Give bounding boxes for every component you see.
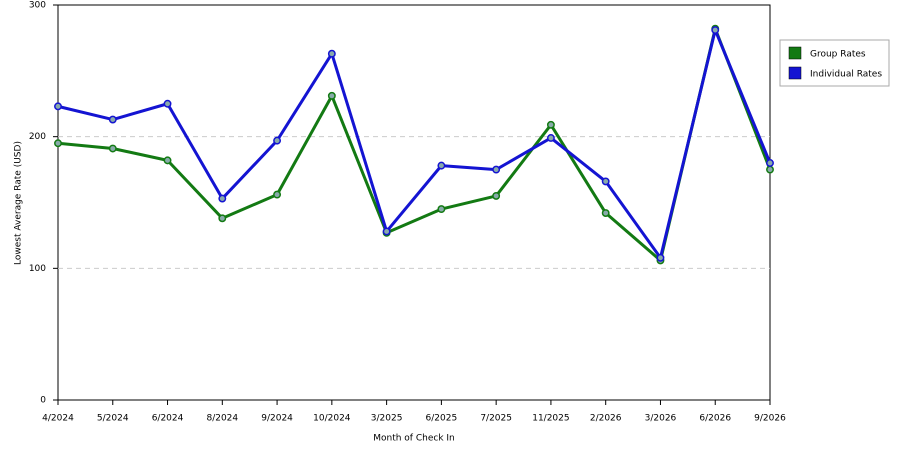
data-point bbox=[327, 49, 336, 58]
y-tick-label: 300 bbox=[29, 1, 46, 11]
x-tick-label: 2/2026 bbox=[590, 414, 622, 424]
y-tick-label: 100 bbox=[29, 264, 46, 274]
x-tick-label: 10/2024 bbox=[313, 414, 351, 424]
x-tick-label: 8/2024 bbox=[206, 414, 238, 424]
legend-swatch bbox=[788, 46, 802, 60]
data-point bbox=[601, 209, 610, 217]
data-point bbox=[546, 134, 555, 142]
data-point bbox=[492, 191, 501, 200]
x-tick-label: 4/2024 bbox=[42, 414, 74, 424]
data-point bbox=[601, 177, 610, 186]
data-point bbox=[382, 227, 391, 236]
legend-label: Individual Rates bbox=[810, 70, 882, 80]
series-line bbox=[57, 28, 772, 260]
plot-frame bbox=[57, 4, 771, 401]
data-point bbox=[54, 139, 62, 148]
data-point bbox=[492, 165, 501, 174]
data-point bbox=[108, 115, 117, 124]
legend-swatch bbox=[788, 66, 802, 80]
data-point bbox=[108, 144, 117, 153]
x-tick-label: 3/2025 bbox=[371, 414, 403, 424]
data-point bbox=[327, 91, 336, 100]
series-line bbox=[57, 27, 772, 262]
x-tick-label: 9/2024 bbox=[261, 414, 293, 424]
x-tick-label: 6/2025 bbox=[426, 414, 458, 424]
data-point bbox=[437, 161, 446, 170]
y-axis-label: Lowest Average Rate (USD) bbox=[14, 141, 24, 265]
x-tick-label: 7/2025 bbox=[480, 414, 512, 424]
y-tick-label: 200 bbox=[29, 132, 46, 142]
x-tick-label: 11/2025 bbox=[532, 414, 569, 424]
data-point bbox=[163, 156, 172, 165]
data-point bbox=[656, 253, 665, 262]
data-point bbox=[766, 165, 774, 174]
x-tick-label: 5/2024 bbox=[97, 414, 129, 424]
x-tick-label: 6/2026 bbox=[699, 414, 731, 424]
data-point bbox=[218, 214, 227, 223]
x-tick-label: 6/2024 bbox=[152, 414, 184, 424]
data-point bbox=[766, 159, 774, 167]
legend-label: Group Rates bbox=[810, 50, 866, 60]
data-point bbox=[546, 120, 555, 129]
data-point bbox=[163, 99, 172, 108]
data-point bbox=[711, 26, 720, 34]
data-point bbox=[273, 190, 282, 199]
x-tick-label: 3/2026 bbox=[645, 414, 677, 424]
x-axis-label: Month of Check In bbox=[373, 434, 455, 444]
x-tick-label: 9/2026 bbox=[754, 414, 786, 424]
data-point bbox=[218, 194, 227, 203]
data-point bbox=[437, 205, 446, 214]
data-point bbox=[273, 136, 282, 145]
data-point bbox=[54, 102, 62, 111]
y-tick-label: 0 bbox=[40, 396, 46, 406]
